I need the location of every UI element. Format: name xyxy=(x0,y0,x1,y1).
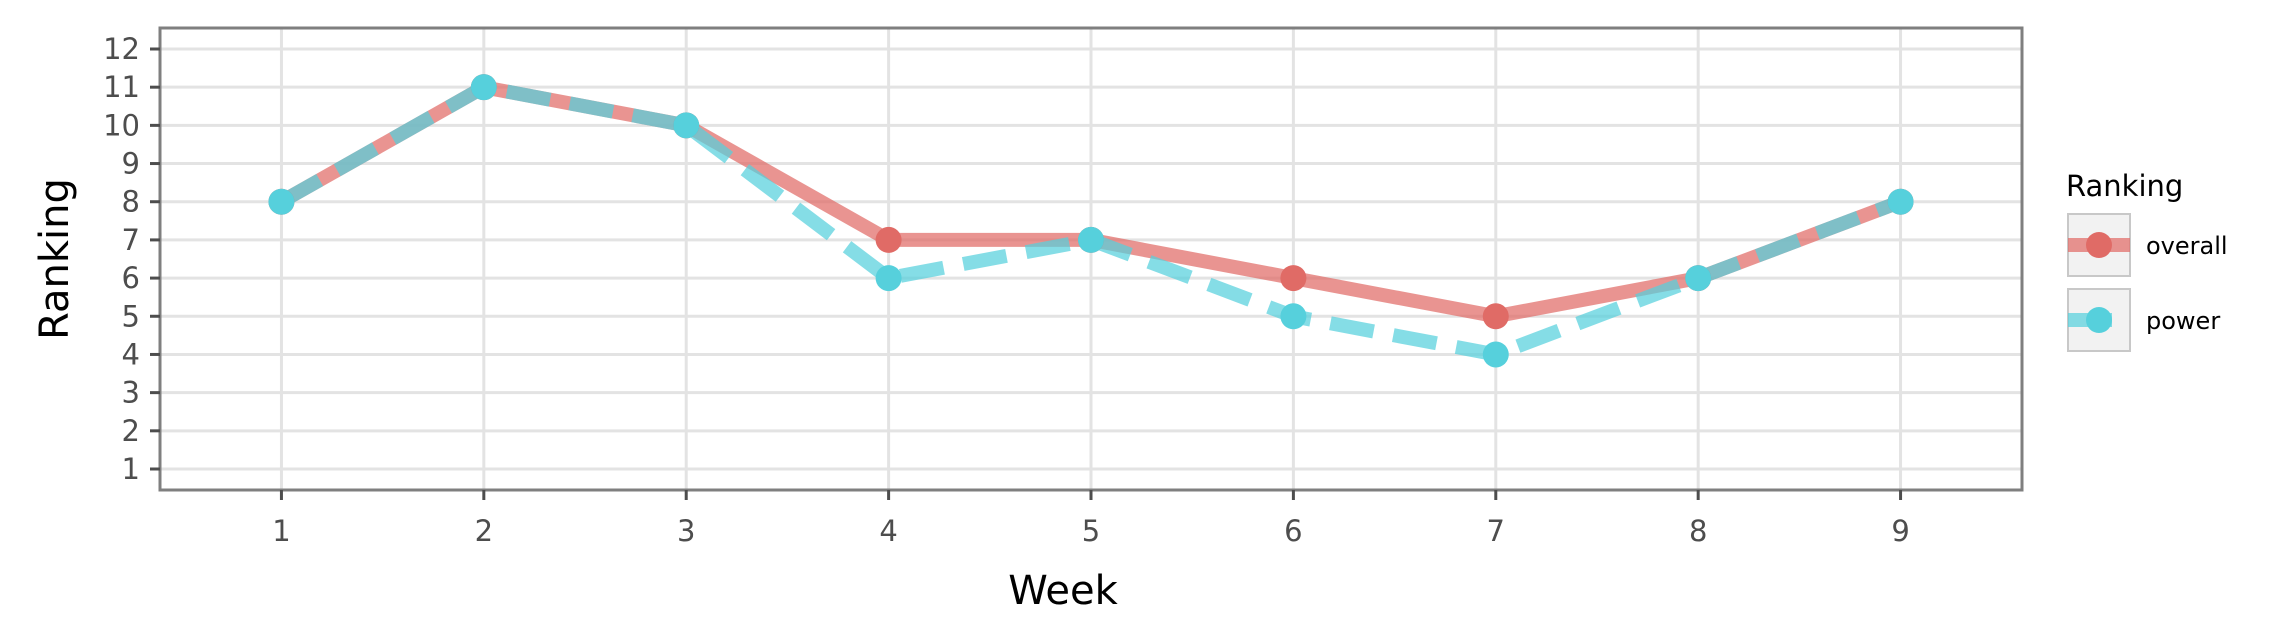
legend-entry-overall: overall xyxy=(2067,213,2228,277)
y-tick-label: 5 xyxy=(122,299,140,333)
legend-point-overall xyxy=(2086,232,2112,258)
data-point-power xyxy=(1887,188,1914,215)
x-tick-label: 9 xyxy=(1891,514,1909,548)
legend-point-power xyxy=(2086,307,2112,333)
y-tick-label: 9 xyxy=(122,147,140,181)
data-point-power xyxy=(1685,265,1712,292)
legend-label-power: power xyxy=(2146,307,2220,335)
x-tick-label: 1 xyxy=(272,514,290,548)
data-point-overall xyxy=(1280,265,1307,292)
y-tick-label: 11 xyxy=(103,70,140,104)
data-point-power xyxy=(875,265,902,292)
x-tick-label: 5 xyxy=(1082,514,1100,548)
x-tick-label: 3 xyxy=(677,514,695,548)
x-tick-label: 6 xyxy=(1284,514,1302,548)
y-tick-label: 12 xyxy=(103,32,140,66)
y-tick-label: 7 xyxy=(122,223,140,257)
data-point-power xyxy=(1482,341,1509,368)
legend: Ranking overall power xyxy=(2066,169,2228,352)
y-tick-label: 4 xyxy=(122,337,140,371)
data-point-overall xyxy=(875,226,902,253)
y-tick-label: 6 xyxy=(122,261,140,295)
data-point-power xyxy=(268,188,295,215)
x-tick-label: 7 xyxy=(1487,514,1505,548)
data-point-power xyxy=(470,74,497,101)
data-point-power xyxy=(1078,226,1104,253)
grid-lines xyxy=(160,28,2022,490)
y-tick-label: 10 xyxy=(103,108,140,142)
y-axis-title: Ranking xyxy=(32,178,78,340)
y-tick-label: 8 xyxy=(122,185,140,219)
x-axis-title: Week xyxy=(1008,568,1118,614)
x-tick-label: 4 xyxy=(879,514,897,548)
x-tick-label: 2 xyxy=(475,514,493,548)
data-point-overall xyxy=(1482,303,1509,330)
legend-entry-power: power xyxy=(2067,288,2220,352)
data-point-power xyxy=(673,112,700,139)
x-axis-ticks: 1 2 3 4 5 6 7 8 9 xyxy=(272,490,1910,548)
legend-title: Ranking xyxy=(2066,169,2183,203)
legend-label-overall: overall xyxy=(2146,232,2228,260)
y-tick-label: 3 xyxy=(122,376,140,410)
x-tick-label: 8 xyxy=(1689,514,1707,548)
y-tick-label: 2 xyxy=(122,414,140,448)
legend-entries: overall power xyxy=(2067,213,2228,352)
series-points xyxy=(268,74,1914,368)
y-tick-label: 1 xyxy=(122,452,140,486)
data-point-power xyxy=(1280,303,1307,330)
